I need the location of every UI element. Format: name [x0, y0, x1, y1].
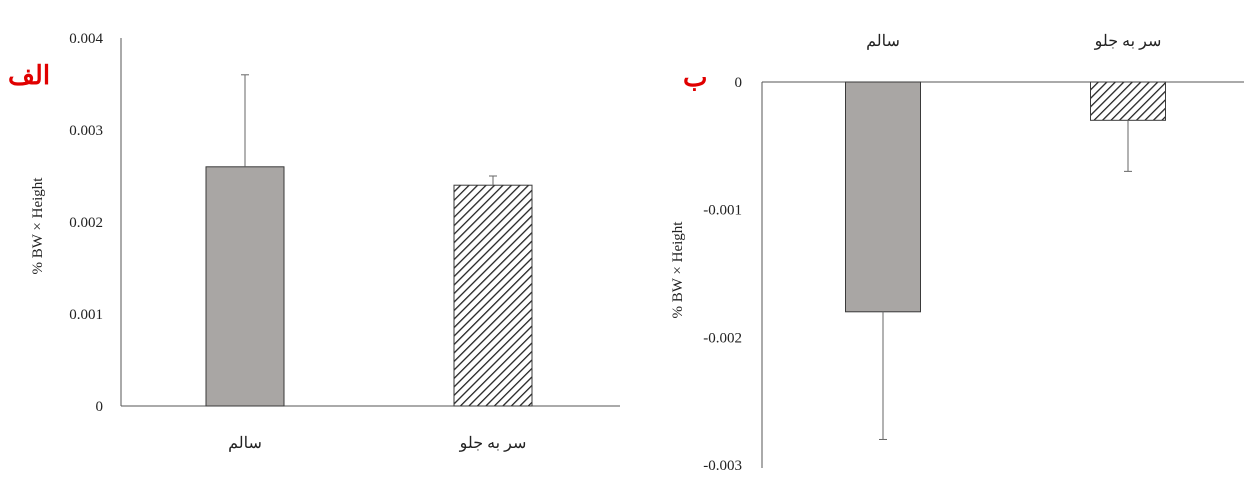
panel-a-y-tick-label: 0.004 [69, 31, 103, 47]
panel-b-y-tick-label: -0.003 [703, 458, 742, 474]
panel-b-category-label-1: سالم [866, 33, 900, 50]
panel-a-y-tick-label: 0.001 [69, 307, 103, 323]
panel-b-label: ب [683, 63, 707, 92]
panel-a-bar-1 [205, 166, 285, 407]
panel-a-y-tick-label: 0.003 [69, 123, 103, 139]
panel-a-category-label-1: سالم [228, 435, 262, 452]
panel-b-y-tick-label: -0.002 [703, 330, 742, 346]
panel-a-category-label-2: سر به جلو [459, 435, 527, 452]
panel-a-y-tick-label: 0 [96, 399, 104, 415]
panel-a-bar-2 [453, 184, 533, 407]
panel-b-bar-2 [1090, 81, 1166, 121]
panel-b: ب % BW × Height 0 -0.001 -0.002 -0.003 سالم س… [670, 33, 1244, 474]
panel-a-y-tick-label: 0.002 [69, 215, 103, 231]
panel-b-y-axis-label: % BW × Height [670, 221, 686, 319]
panel-b-category-label-2: سر به جلو [1094, 33, 1162, 50]
panel-b-y-tick-label: -0.001 [703, 203, 742, 219]
panel-b-bar-1 [845, 81, 921, 313]
panel-b-y-tick-label: 0 [735, 75, 743, 91]
panel-a-label: الف [8, 61, 50, 90]
panel-a: الف % BW × Height 0 0.001 0.002 0.003 0.004 س… [8, 31, 620, 452]
panel-a-y-axis-label: % BW × Height [30, 177, 46, 275]
